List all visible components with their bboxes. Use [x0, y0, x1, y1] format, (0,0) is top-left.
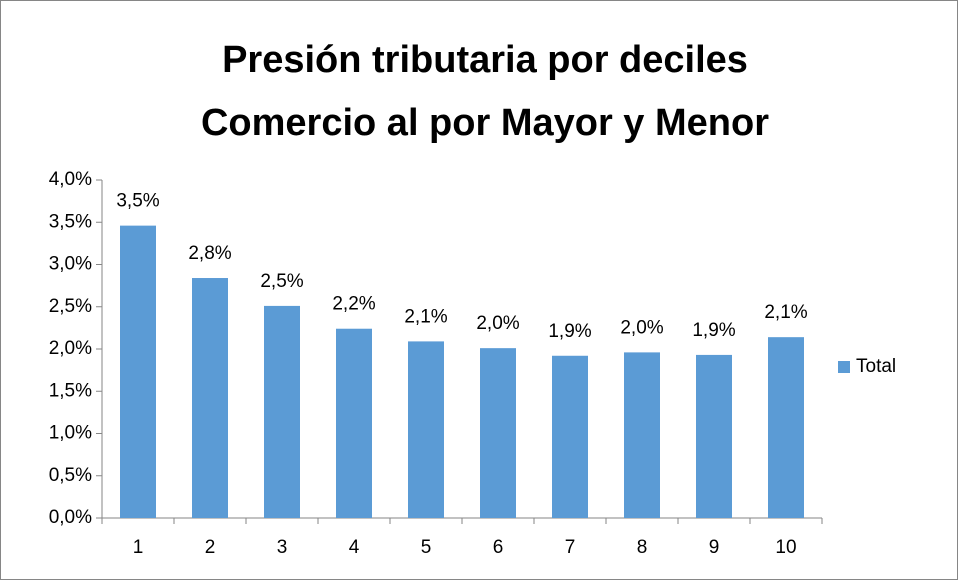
data-label: 2,1% — [764, 302, 807, 323]
x-tick-label: 4 — [349, 537, 360, 558]
data-label: 2,0% — [476, 313, 519, 334]
bar — [696, 354, 732, 518]
data-label: 2,5% — [260, 271, 303, 292]
data-label: 2,0% — [620, 317, 663, 338]
data-label: 2,1% — [404, 306, 447, 327]
y-tick-label: 2,5% — [49, 296, 92, 317]
bar — [768, 337, 804, 518]
x-tick-label: 6 — [493, 537, 504, 558]
y-tick-label: 0,0% — [49, 507, 92, 528]
y-tick-label: 3,0% — [49, 254, 92, 275]
y-tick-label: 0,5% — [49, 465, 92, 486]
data-label: 2,2% — [332, 294, 375, 315]
bar — [480, 348, 516, 518]
data-label: 1,9% — [692, 320, 735, 341]
x-tick-label: 5 — [421, 537, 432, 558]
x-tick-label: 3 — [277, 537, 288, 558]
y-tick-label: 3,5% — [49, 211, 92, 232]
bar — [336, 328, 372, 518]
bar — [552, 355, 588, 518]
data-label: 2,8% — [188, 243, 231, 264]
x-tick-label: 7 — [565, 537, 576, 558]
x-tick-label: 2 — [205, 537, 216, 558]
x-tick-label: 10 — [775, 537, 796, 558]
x-tick-label: 1 — [133, 537, 144, 558]
legend-swatch — [838, 361, 850, 373]
bar — [408, 341, 444, 518]
bar — [264, 305, 300, 518]
y-tick-label: 1,5% — [49, 380, 92, 401]
bar — [120, 225, 156, 518]
x-tick-label: 9 — [709, 537, 720, 558]
x-tick-label: 8 — [637, 537, 648, 558]
y-tick-label: 1,0% — [49, 423, 92, 444]
chart-title: Presión tributaria por deciles — [222, 39, 748, 81]
y-tick-label: 4,0% — [49, 169, 92, 190]
legend-label: Total — [856, 356, 896, 377]
bar — [192, 278, 228, 518]
data-label: 3,5% — [116, 191, 159, 212]
chart-title: Comercio al por Mayor y Menor — [201, 102, 769, 144]
bar — [624, 352, 660, 518]
data-label: 1,9% — [548, 321, 591, 342]
y-tick-label: 2,0% — [49, 338, 92, 359]
